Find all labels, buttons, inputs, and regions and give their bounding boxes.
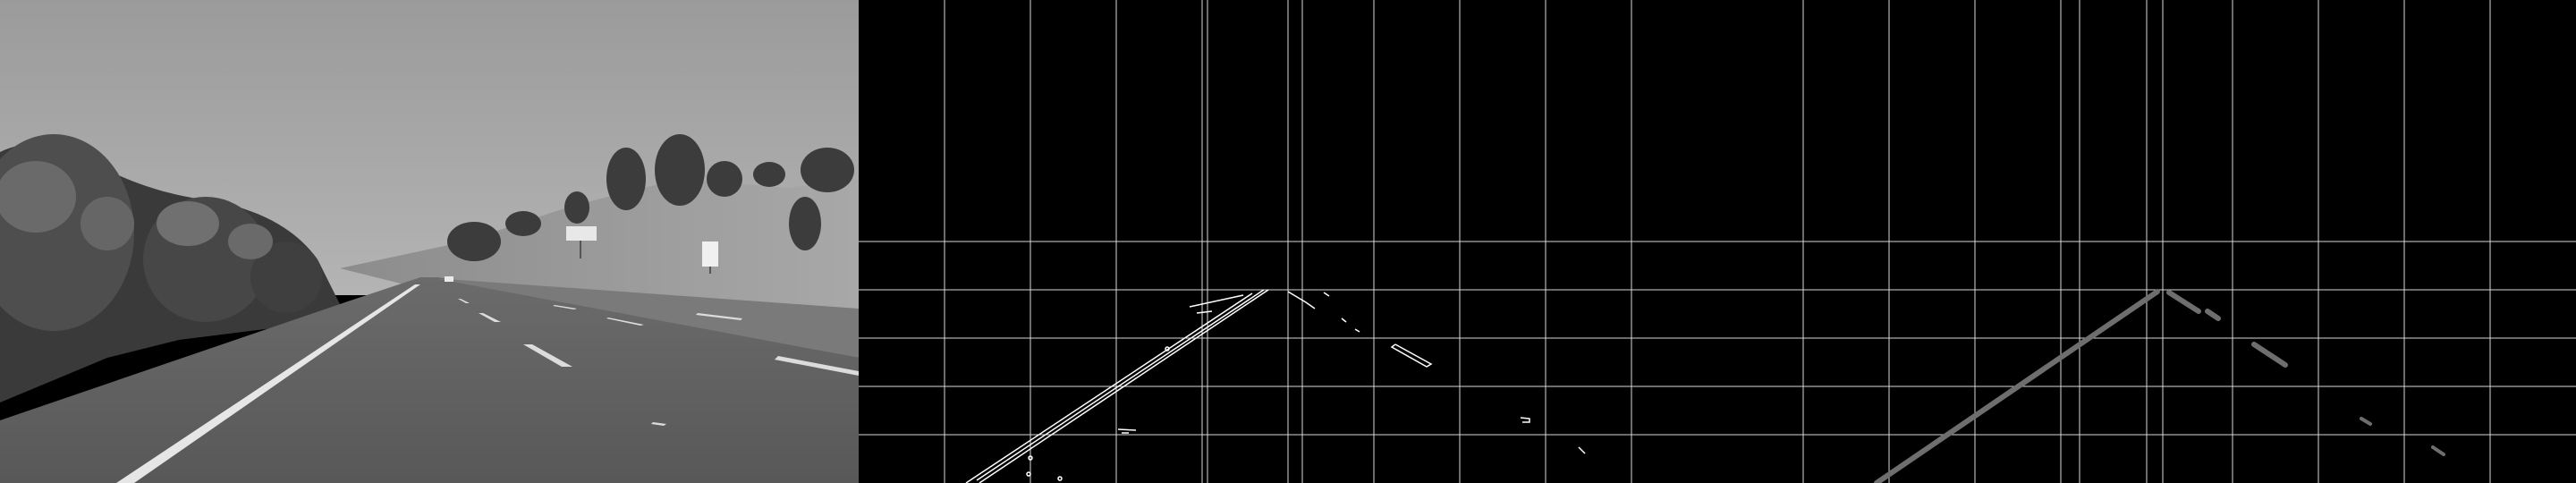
dashed-lane-markings bbox=[458, 299, 859, 426]
edge-detection-panel bbox=[859, 0, 1717, 483]
lane-detection-panel bbox=[1717, 0, 2576, 483]
road-sign bbox=[566, 226, 718, 274]
lane-line-right-segment bbox=[2431, 445, 2445, 456]
lane-line-right-segment bbox=[2251, 342, 2288, 368]
edge-image bbox=[859, 0, 1717, 483]
hill bbox=[340, 179, 859, 313]
distant-car bbox=[445, 276, 453, 282]
road-photo-panel bbox=[0, 0, 859, 483]
lane-line-left bbox=[1874, 289, 2160, 483]
right-shoulder bbox=[438, 279, 859, 358]
lane-line-right-segment bbox=[2205, 309, 2221, 321]
left-edge-line bbox=[116, 284, 420, 483]
roadside-bushes bbox=[0, 134, 340, 402]
road bbox=[0, 277, 859, 483]
road-photo bbox=[0, 0, 859, 483]
lane-line-right-segment bbox=[2166, 290, 2201, 314]
lane-image bbox=[1717, 0, 2576, 483]
grid-overlay bbox=[859, 0, 1717, 483]
hill-trees bbox=[447, 134, 854, 261]
detected-lanes bbox=[1874, 289, 2445, 483]
grid-overlay bbox=[1717, 0, 2576, 483]
lane-line-right-segment bbox=[2360, 417, 2372, 426]
edge-lines bbox=[965, 289, 1586, 483]
